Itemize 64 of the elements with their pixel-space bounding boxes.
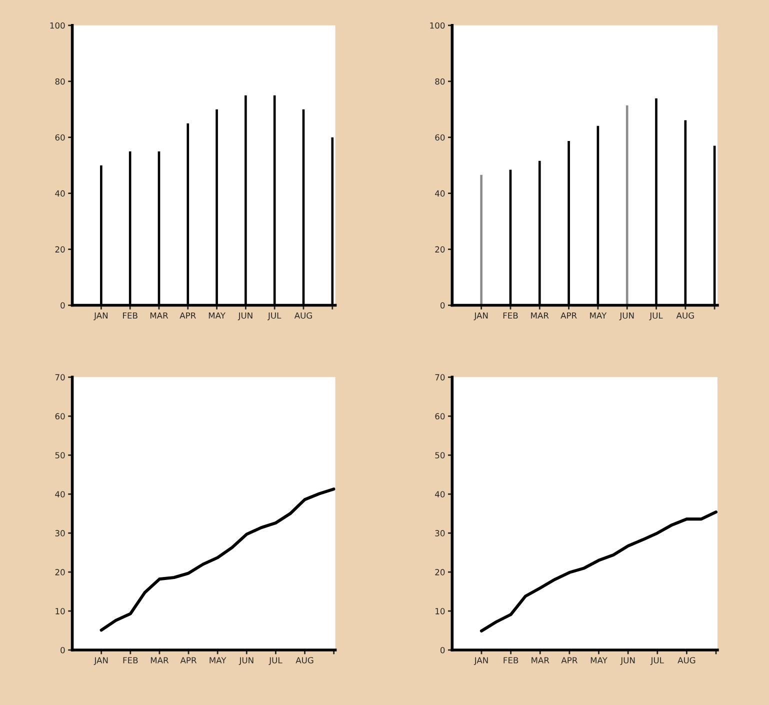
- line-series: [480, 510, 718, 632]
- x-tick-label: APR: [180, 657, 197, 664]
- y-tick-label: 0: [60, 302, 65, 309]
- x-tick-label: MAY: [590, 657, 608, 664]
- y-tick-label: 40: [435, 190, 445, 197]
- x-tick-label: JUN: [620, 657, 635, 665]
- y-tick-label: 40: [435, 491, 445, 498]
- x-tick-label: MAY: [210, 657, 226, 664]
- x-tick-label: FEB: [123, 657, 138, 664]
- y-tick-label: 70: [435, 374, 445, 380]
- x-tick-label: MAR: [150, 657, 169, 664]
- y-tick-label: 80: [55, 78, 65, 85]
- y-tick-label: 50: [435, 452, 445, 458]
- x-tick-label: FEB: [503, 312, 518, 319]
- y-tick-label: 40: [55, 190, 65, 197]
- y-tick-label: 10: [436, 608, 445, 614]
- y-tick-label: 20: [55, 569, 65, 576]
- x-tick-label: MAR: [531, 312, 549, 319]
- y-tick-label: 60: [55, 413, 65, 420]
- y-tick-label: 60: [435, 413, 445, 420]
- x-tick-label: JAN: [94, 657, 108, 665]
- x-tick-label: AUG: [676, 312, 694, 319]
- y-tick-label: 80: [435, 78, 445, 85]
- bar: [480, 174, 482, 306]
- x-tick-label: AUG: [296, 657, 314, 664]
- x-tick-label: JUL: [649, 312, 663, 320]
- y-tick-label: 0: [440, 646, 445, 654]
- x-tick-label: FEB: [123, 312, 138, 319]
- x-tick-label: JUN: [238, 312, 252, 320]
- y-tick-label: 60: [435, 134, 445, 141]
- x-tick-label: JAN: [474, 657, 488, 665]
- y-tick-label: 30: [55, 530, 65, 536]
- y-tick-label: 20: [55, 246, 65, 253]
- y-tick-label: 100: [50, 22, 65, 29]
- y-tick-label: 60: [55, 134, 65, 141]
- y-tick-label: 70: [55, 374, 65, 380]
- x-tick-label: MAY: [208, 312, 226, 319]
- y-tick-label: 100: [430, 22, 445, 29]
- y-tick-label: 10: [56, 608, 65, 614]
- x-tick-label: JUL: [268, 657, 282, 665]
- x-tick-label: FEB: [504, 657, 518, 664]
- x-tick-label: MAY: [590, 312, 607, 319]
- y-tick-label: 0: [440, 302, 445, 309]
- line-series: [100, 488, 336, 632]
- x-tick-label: AUG: [294, 312, 312, 319]
- x-tick-label: JUL: [268, 312, 282, 320]
- y-tick-label: 20: [435, 246, 445, 253]
- x-tick-label: MAR: [150, 312, 168, 319]
- x-tick-label: JAN: [474, 312, 488, 320]
- x-tick-label: JAN: [94, 312, 108, 320]
- x-tick-label: APR: [561, 657, 578, 664]
- x-tick-label: AUG: [678, 657, 696, 664]
- x-tick-label: APR: [560, 312, 577, 319]
- y-tick-label: 0: [60, 646, 65, 654]
- x-tick-label: MAR: [532, 657, 550, 664]
- y-tick-label: 30: [435, 530, 445, 536]
- bar: [626, 105, 628, 306]
- y-tick-label: 20: [435, 569, 445, 576]
- x-tick-label: APR: [180, 312, 196, 319]
- x-tick-label: JUN: [619, 312, 634, 320]
- y-tick-label: 50: [55, 452, 65, 458]
- x-tick-label: JUN: [238, 657, 254, 665]
- x-tick-label: JUL: [650, 657, 664, 665]
- y-tick-label: 40: [55, 491, 65, 498]
